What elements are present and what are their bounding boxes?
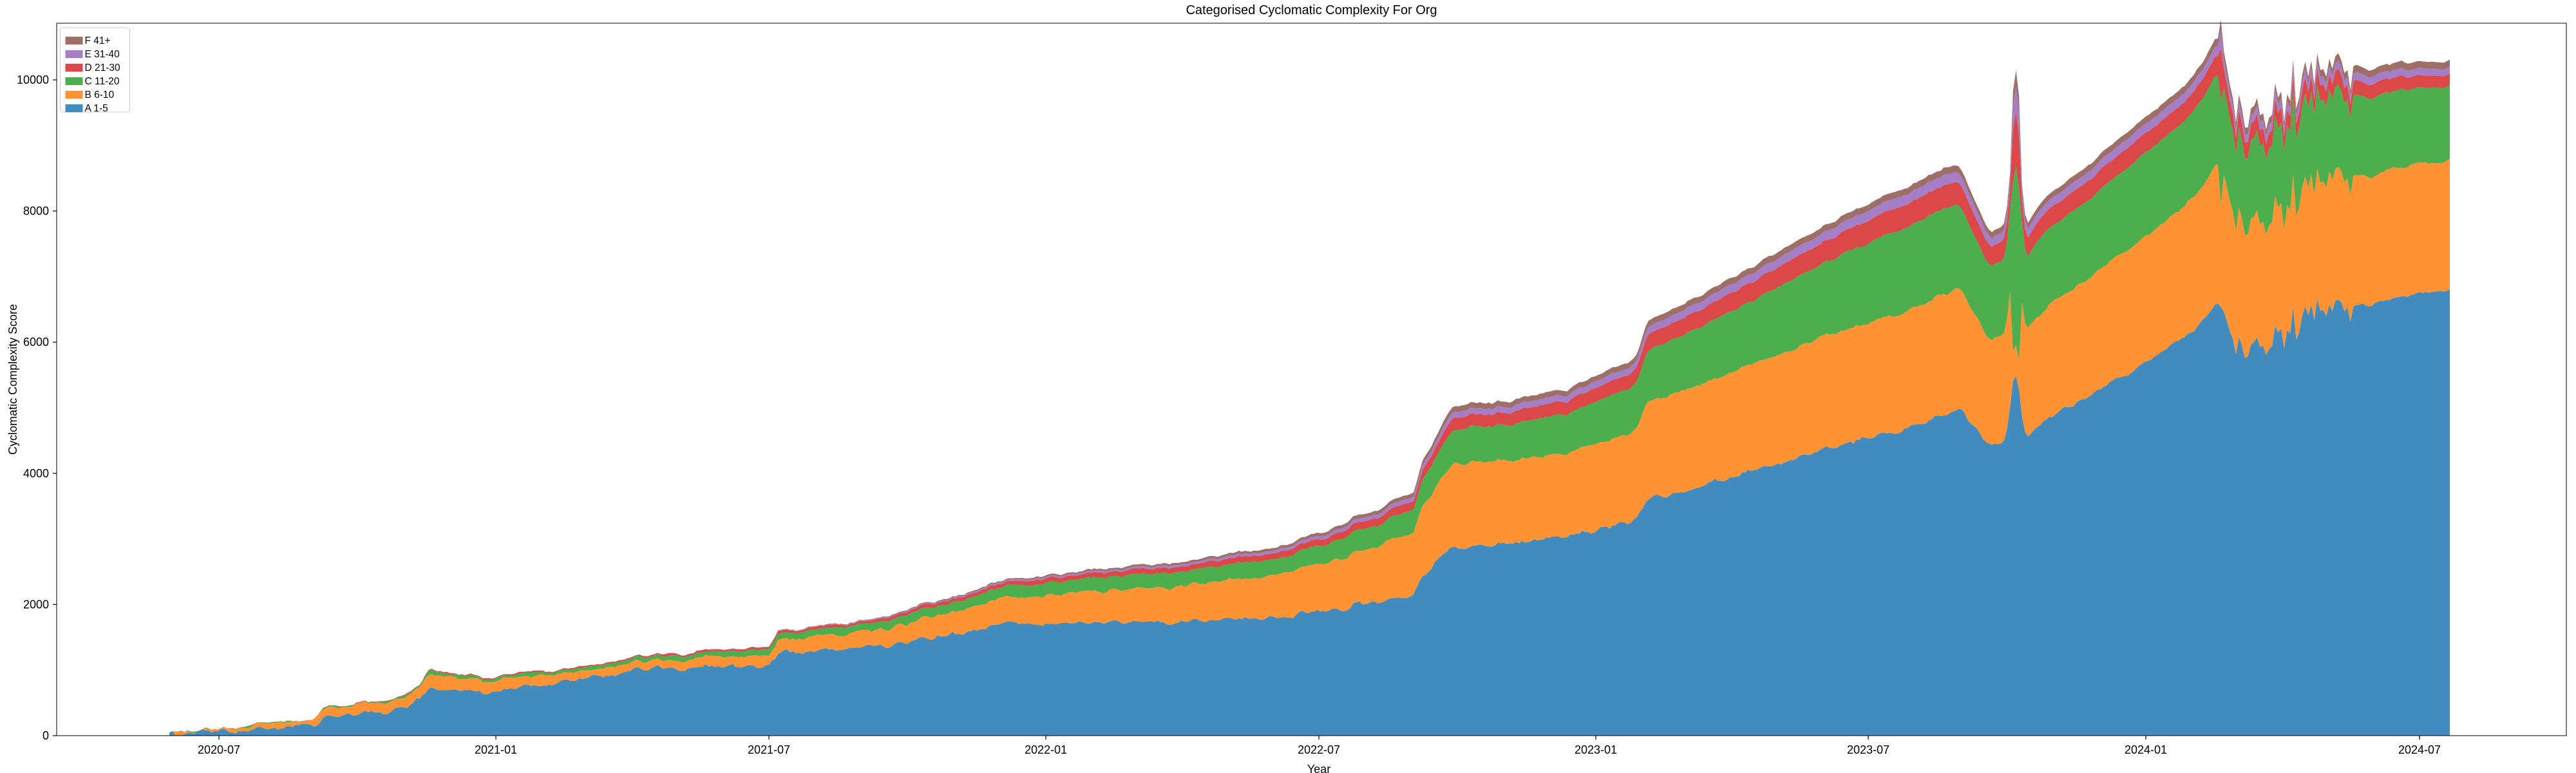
svg-text:2021-01: 2021-01 [475,743,517,756]
svg-text:C 11-20: C 11-20 [85,76,120,87]
svg-text:10000: 10000 [17,73,49,86]
svg-text:2022-01: 2022-01 [1025,743,1067,756]
svg-text:B 6-10: B 6-10 [85,90,115,100]
svg-text:2024-01: 2024-01 [2125,743,2167,756]
svg-text:2000: 2000 [23,598,49,611]
svg-text:D 21-30: D 21-30 [85,62,121,73]
svg-text:2021-07: 2021-07 [748,743,790,756]
svg-text:2024-07: 2024-07 [2398,743,2441,756]
svg-text:Cyclomatic Complexity Score: Cyclomatic Complexity Score [6,304,19,455]
svg-text:2023-01: 2023-01 [1575,743,1617,756]
svg-text:F 41+: F 41+ [85,35,111,46]
svg-text:2020-07: 2020-07 [198,743,240,756]
svg-text:E 31-40: E 31-40 [85,49,120,60]
svg-text:8000: 8000 [23,205,49,218]
svg-text:6000: 6000 [23,336,49,348]
svg-text:Year: Year [1307,763,1331,773]
svg-text:0: 0 [43,729,49,742]
svg-text:A 1-5: A 1-5 [85,103,108,114]
svg-text:2023-07: 2023-07 [1847,743,1889,756]
svg-text:4000: 4000 [23,467,49,480]
svg-text:2022-07: 2022-07 [1298,743,1340,756]
svg-text:Categorised Cyclomatic Complex: Categorised Cyclomatic Complexity For Or… [1186,3,1437,17]
